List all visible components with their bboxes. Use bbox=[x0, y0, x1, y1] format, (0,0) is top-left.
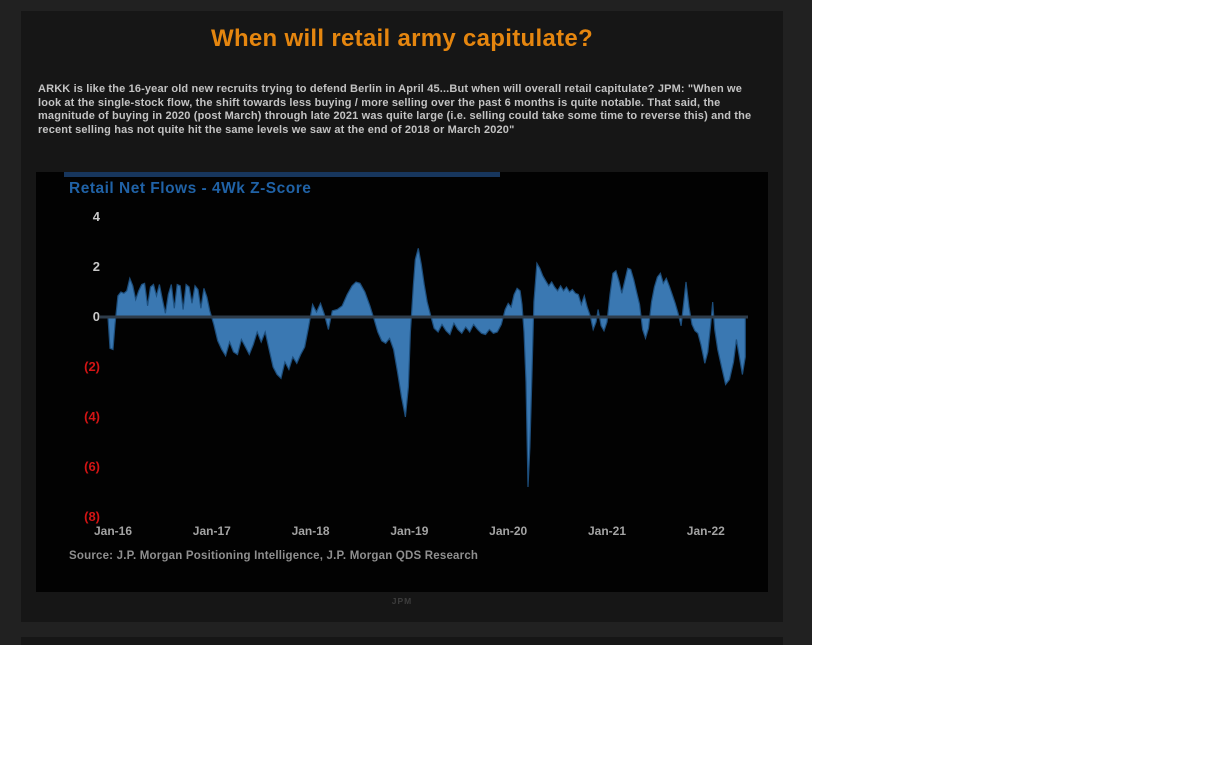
y-tick-label: (2) bbox=[84, 359, 100, 374]
y-tick-label: 4 bbox=[92, 209, 100, 224]
y-tick-label: (4) bbox=[84, 409, 100, 424]
article-body: ARKK is like the 16-year old new recruit… bbox=[38, 83, 752, 136]
article-title: When will retail army capitulate? bbox=[211, 25, 593, 52]
x-tick-label: Jan-19 bbox=[390, 524, 429, 538]
chart-title: Retail Net Flows - 4Wk Z-Score bbox=[69, 180, 312, 197]
chart-figure[interactable]: Retail Net Flows - 4Wk Z-Score 4 2 0 (2) (4)… bbox=[36, 172, 768, 592]
x-tick-label: Jan-18 bbox=[291, 524, 330, 538]
chart-top-rule bbox=[64, 172, 500, 177]
next-article-card bbox=[21, 637, 783, 645]
x-tick-label: Jan-21 bbox=[587, 524, 627, 538]
y-tick-label: (6) bbox=[84, 459, 100, 474]
chart-source-note: Source: J.P. Morgan Positioning Intellig… bbox=[69, 550, 479, 562]
y-tick-label: (8) bbox=[84, 509, 100, 524]
y-tick-label: 2 bbox=[92, 259, 100, 274]
x-axis-labels: Jan-16 Jan-17 Jan-18 Jan-19 Jan-20 Jan-21 Jan-… bbox=[36, 524, 768, 540]
content-region: When will retail army capitulate? ARKK i… bbox=[0, 0, 812, 645]
x-tick-label: Jan-16 bbox=[93, 524, 133, 538]
article-card: When will retail army capitulate? ARKK i… bbox=[21, 11, 783, 622]
jpm-watermark: JPM bbox=[391, 596, 413, 606]
y-axis-labels: 4 2 0 (2) (4) (6) (8) bbox=[64, 172, 100, 592]
area-chart-plot bbox=[100, 248, 748, 488]
x-tick-label: Jan-22 bbox=[686, 524, 725, 538]
x-tick-label: Jan-17 bbox=[192, 524, 231, 538]
y-tick-label: 0 bbox=[92, 309, 100, 324]
x-tick-label: Jan-20 bbox=[489, 524, 528, 538]
